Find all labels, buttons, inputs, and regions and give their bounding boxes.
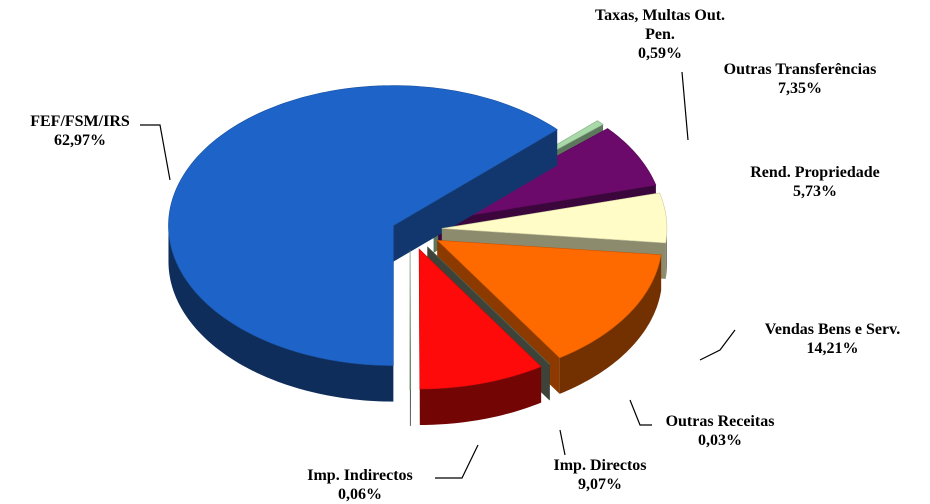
- leader-line: [559, 429, 566, 456]
- leader-lines: [140, 71, 736, 479]
- slice-wall: [393, 129, 558, 262]
- slices: [168, 85, 668, 426]
- category-label: Imp. Directos: [553, 457, 647, 474]
- slice: [168, 85, 558, 402]
- category-label: Rend. Propriedade: [750, 164, 880, 181]
- slice-top: [418, 248, 542, 390]
- slice-top: [168, 85, 558, 366]
- value-label: 7,35%: [778, 80, 822, 97]
- category-label: Outras Transferências: [723, 61, 877, 78]
- slice-label: Vendas Bens e Serv. 14,21%: [735, 320, 930, 358]
- value-label: 0,06%: [338, 486, 382, 503]
- slice-label: Outras Receitas 0,03%: [645, 412, 795, 450]
- category-label: Taxas, Multas Out. Pen.: [594, 7, 726, 43]
- slice-label: Taxas, Multas Out. Pen. 0,59%: [580, 6, 740, 63]
- leader-line: [435, 444, 479, 479]
- slice-top: [409, 249, 412, 391]
- value-label: 62,97%: [54, 132, 106, 149]
- slice-side: [419, 366, 542, 426]
- category-label: Vendas Bens e Serv.: [764, 321, 901, 338]
- slice-side: [409, 389, 411, 426]
- category-label: Outras Receitas: [665, 413, 775, 430]
- slice-top: [427, 246, 551, 365]
- slice-side: [559, 254, 662, 394]
- value-label: 14,21%: [806, 340, 859, 357]
- leader-line: [699, 329, 736, 361]
- slice-side: [168, 225, 394, 402]
- leader-line: [629, 399, 652, 426]
- slice-label: Imp. Indirectos 0,06%: [280, 466, 440, 504]
- category-label: FEF/FSM/IRS: [30, 113, 130, 130]
- slice-label: FEF/FSM/IRS 62,97%: [10, 112, 150, 150]
- value-label: 5,73%: [793, 183, 837, 200]
- slice-top: [436, 240, 662, 359]
- value-label: 9,07%: [578, 476, 622, 493]
- category-label: Imp. Indirectos: [307, 467, 413, 484]
- slice-label: Imp. Directos 9,07%: [525, 456, 675, 494]
- leader-line: [681, 71, 689, 141]
- leader-line: [140, 124, 171, 181]
- slice-label: Outras Transferências 7,35%: [680, 60, 920, 98]
- slice-label: Rend. Propriedade 5,73%: [720, 163, 910, 201]
- value-label: 0,59%: [638, 45, 682, 62]
- slice-top: [441, 192, 668, 244]
- slice: [409, 249, 412, 426]
- value-label: 0,03%: [698, 432, 742, 449]
- slice: [418, 248, 542, 426]
